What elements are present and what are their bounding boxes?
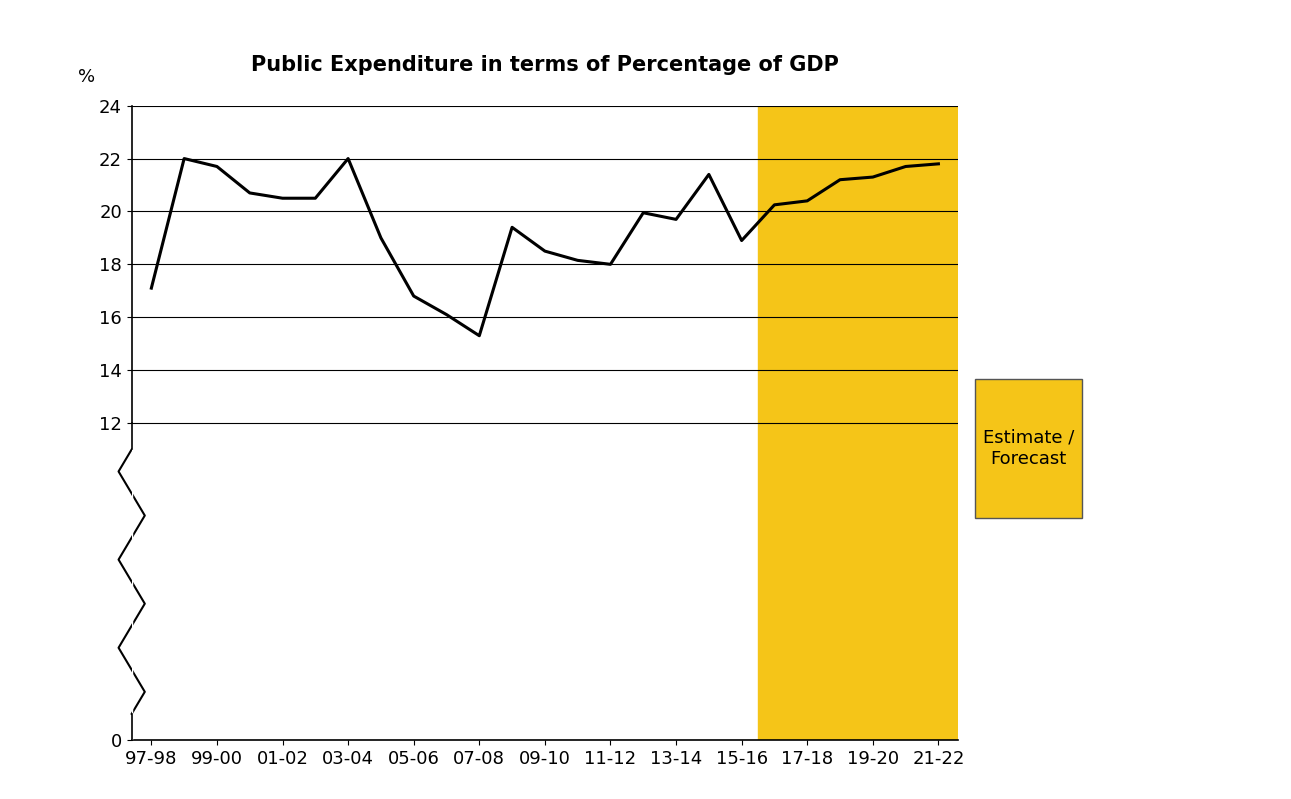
FancyBboxPatch shape [975,379,1082,519]
Bar [758,105,958,741]
Text: Estimate /
Forecast: Estimate / Forecast [982,429,1074,467]
Title: Public Expenditure in terms of Percentage of GDP: Public Expenditure in terms of Percentag… [250,55,839,75]
Text: %: % [77,68,96,85]
